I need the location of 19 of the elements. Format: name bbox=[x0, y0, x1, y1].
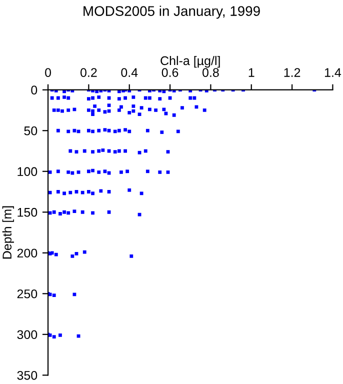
y-tick-label: 350 bbox=[17, 370, 38, 380]
x-tick-label: 0 bbox=[45, 68, 52, 77]
x-axis-title: Chl-a [µg/l] bbox=[160, 56, 220, 68]
y-tick-label: 150 bbox=[18, 208, 38, 217]
x-tick-label: 1 bbox=[248, 68, 254, 77]
x-tick-label: 1.2 bbox=[284, 68, 300, 77]
y-axis-title: Depth [m] bbox=[2, 206, 14, 259]
y-tick-label: 50 bbox=[24, 126, 38, 136]
y-tick-label: 200 bbox=[17, 248, 38, 258]
x-tick-label: 1.4 bbox=[324, 68, 342, 77]
chart-title: MODS2005 in January, 1999 bbox=[84, 6, 260, 19]
y-tick-label: 300 bbox=[17, 330, 38, 340]
y-tick-label: 100 bbox=[18, 167, 38, 176]
x-tick-label: 0.4 bbox=[121, 68, 138, 77]
x-tick-label: 0.8 bbox=[202, 68, 219, 77]
x-tick-label: 0.6 bbox=[162, 68, 178, 77]
y-tick-label: 0 bbox=[31, 86, 38, 95]
y-tick-label: 250 bbox=[17, 289, 38, 298]
x-tick-label: 0.2 bbox=[80, 68, 97, 77]
